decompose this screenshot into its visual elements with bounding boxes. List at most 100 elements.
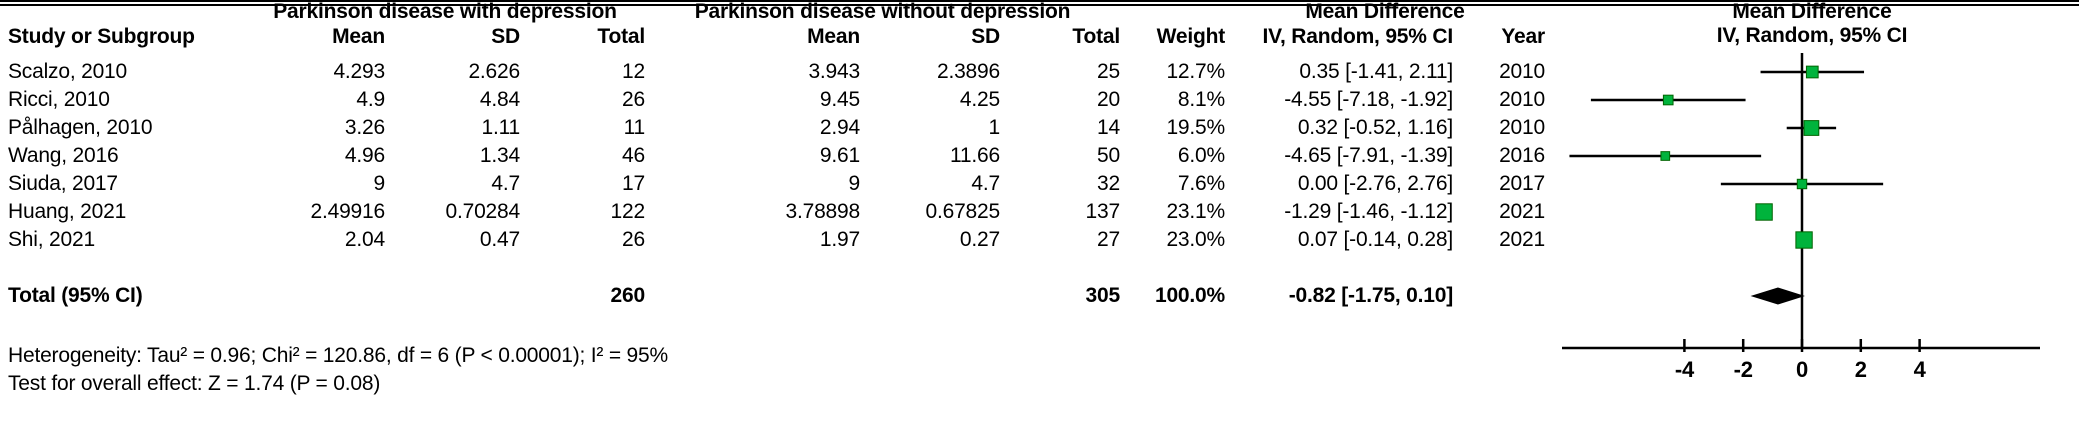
mean-ctrl-cell: 3.78898 xyxy=(785,200,860,223)
x-tick-label: -2 xyxy=(1734,357,1753,382)
year-cell: 2010 xyxy=(1499,116,1545,139)
sd-ctrl-cell: 4.25 xyxy=(959,88,1000,111)
mean-ctrl-cell: 2.94 xyxy=(819,116,860,139)
total-exp-cell: 26 xyxy=(622,88,645,111)
ci-cell: 0.00 [-2.76, 2.76] xyxy=(1297,172,1453,195)
sd-ctrl-cell: 0.27 xyxy=(959,228,1000,251)
sd-exp-cell: 0.70284 xyxy=(445,200,520,223)
effect-square xyxy=(1795,231,1813,249)
total-exp-cell: 12 xyxy=(622,60,645,83)
x-tick-label: 4 xyxy=(1914,357,1927,382)
total-diamond xyxy=(1750,287,1805,305)
mean-exp-cell: 4.9 xyxy=(356,88,385,111)
col-header-year: Year xyxy=(1501,25,1545,48)
col-header-study: Study or Subgroup xyxy=(8,25,195,48)
study-name: Huang, 2021 xyxy=(8,200,127,223)
total-ctrl-cell: 25 xyxy=(1097,60,1120,83)
col-header-mean-ctrl: Mean xyxy=(807,25,860,48)
mean-exp-cell: 4.293 xyxy=(333,60,385,83)
plot-header-method: IV, Random, 95% CI xyxy=(1716,24,1908,47)
plot-header: Mean Difference IV, Random, 95% CI xyxy=(1545,0,2079,48)
study-name: Scalzo, 2010 xyxy=(8,60,128,83)
year-cell: 2021 xyxy=(1499,228,1545,251)
ci-cell: -4.55 [-7.18, -1.92] xyxy=(1284,88,1453,111)
forest-table: Parkinson disease with depression Parkin… xyxy=(8,0,1545,307)
forest-plot-svg: -4 -2 0 2 4 xyxy=(1562,53,2040,382)
study-name: Wang, 2016 xyxy=(8,144,119,167)
col-header-sd-ctrl: SD xyxy=(971,25,1000,48)
sd-ctrl-cell: 2.3896 xyxy=(936,60,1000,83)
mean-ctrl-cell: 1.97 xyxy=(819,228,860,251)
year-cell: 2017 xyxy=(1499,172,1545,195)
x-tick-label: 2 xyxy=(1855,357,1867,382)
header-rule xyxy=(0,0,2079,6)
mean-exp-cell: 2.49916 xyxy=(310,200,385,223)
col-header-total-exp: Total xyxy=(597,25,645,48)
sd-ctrl-cell: 11.66 xyxy=(950,144,1000,167)
sd-ctrl-cell: 4.7 xyxy=(971,172,1000,195)
study-name: Siuda, 2017 xyxy=(8,172,118,195)
study-name: Shi, 2021 xyxy=(8,228,95,251)
effect-square xyxy=(1796,178,1808,190)
weight-cell: 6.0% xyxy=(1177,144,1225,167)
weight-cell: 12.7% xyxy=(1166,60,1225,83)
mean-exp-cell: 3.26 xyxy=(344,116,385,139)
sd-exp-cell: 0.47 xyxy=(479,228,520,251)
total-exp-cell: 17 xyxy=(622,172,645,195)
total-ctrl-cell: 50 xyxy=(1097,144,1120,167)
sd-exp-cell: 1.34 xyxy=(479,144,520,167)
total-exp-cell: 11 xyxy=(623,116,646,139)
total-ci: -0.82 [-1.75, 0.10] xyxy=(1288,284,1453,307)
effect-square xyxy=(1803,120,1820,136)
mean-ctrl-cell: 3.943 xyxy=(808,60,860,83)
weight-cell: 23.0% xyxy=(1166,228,1225,251)
total-label: Total (95% CI) xyxy=(8,284,143,307)
col-header-weight: Weight xyxy=(1156,25,1226,48)
study-name: Pålhagen, 2010 xyxy=(8,116,153,139)
total-ctrl-cell: 20 xyxy=(1097,88,1120,111)
total-ctrl-cell: 14 xyxy=(1097,116,1120,139)
heterogeneity-stats: Heterogeneity: Tau² = 0.96; Chi² = 120.8… xyxy=(8,344,668,367)
mean-ctrl-cell: 9.45 xyxy=(819,88,860,111)
col-header-sd-exp: SD xyxy=(491,25,520,48)
sd-exp-cell: 2.626 xyxy=(468,60,520,83)
year-cell: 2010 xyxy=(1499,88,1545,111)
ci-cell: -4.65 [-7.91, -1.39] xyxy=(1284,144,1453,167)
total-ctrl-cell: 32 xyxy=(1097,172,1120,195)
mean-exp-cell: 9 xyxy=(373,172,386,195)
year-cell: 2010 xyxy=(1499,60,1545,83)
total-exp-cell: 122 xyxy=(610,200,646,223)
total-exp-sum: 260 xyxy=(610,284,646,307)
year-cell: 2016 xyxy=(1499,144,1545,167)
weight-cell: 8.1% xyxy=(1177,88,1225,111)
x-tick-label: 0 xyxy=(1796,357,1808,382)
sd-exp-cell: 4.7 xyxy=(491,172,520,195)
total-weight: 100.0% xyxy=(1154,284,1225,307)
ci-cell: 0.07 [-0.14, 0.28] xyxy=(1297,228,1453,251)
ci-cell: -1.29 [-1.46, -1.12] xyxy=(1284,200,1453,223)
col-header-ci: IV, Random, 95% CI xyxy=(1262,25,1453,48)
overall-effect-test: Test for overall effect: Z = 1.74 (P = 0… xyxy=(8,372,381,395)
x-tick-label: -4 xyxy=(1675,357,1695,382)
sd-exp-cell: 4.84 xyxy=(479,88,520,111)
total-ctrl-cell: 137 xyxy=(1085,200,1121,223)
col-header-mean-exp: Mean xyxy=(332,25,385,48)
study-name: Ricci, 2010 xyxy=(8,88,110,111)
mean-exp-cell: 2.04 xyxy=(344,228,385,251)
effect-square xyxy=(1660,151,1671,161)
mean-ctrl-cell: 9.61 xyxy=(819,144,860,167)
effect-square xyxy=(1662,94,1674,106)
weight-cell: 19.5% xyxy=(1166,116,1225,139)
total-ctrl-sum: 305 xyxy=(1085,284,1121,307)
total-exp-cell: 26 xyxy=(622,228,645,251)
total-exp-cell: 46 xyxy=(622,144,645,167)
effect-square xyxy=(1805,65,1819,79)
plot-header-title: Mean Difference xyxy=(1732,0,1892,23)
mean-ctrl-cell: 9 xyxy=(848,172,861,195)
sd-ctrl-cell: 0.67825 xyxy=(925,200,1000,223)
weight-cell: 23.1% xyxy=(1166,200,1225,223)
weight-cell: 7.6% xyxy=(1177,172,1225,195)
ci-cell: 0.32 [-0.52, 1.16] xyxy=(1297,116,1453,139)
col-header-total-ctrl: Total xyxy=(1072,25,1120,48)
